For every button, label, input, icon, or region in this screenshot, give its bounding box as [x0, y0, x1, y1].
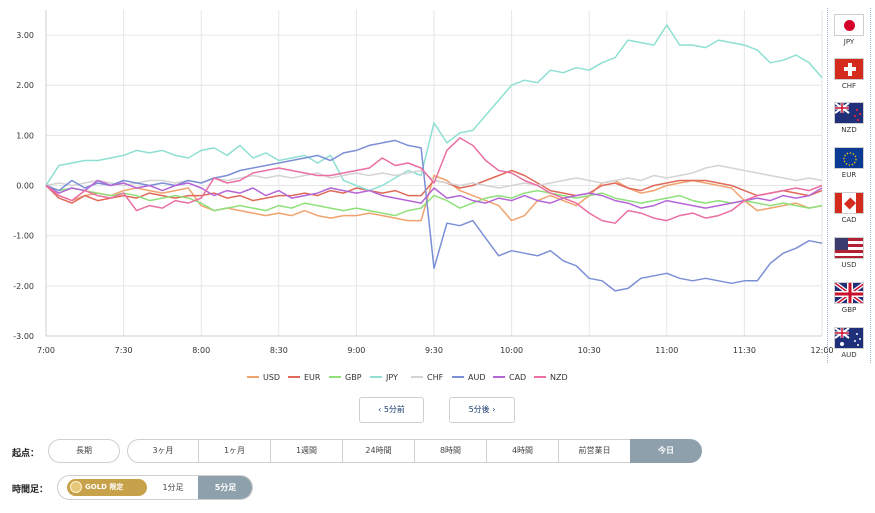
currency-aud-toggle[interactable]: AUD	[833, 327, 865, 360]
gold-coin-icon	[70, 481, 82, 493]
range-option-today[interactable]: 今日	[630, 439, 702, 463]
usa-flag-icon	[834, 237, 864, 259]
currency-label: GBP	[841, 306, 857, 314]
x-tick-label: 7:00	[37, 346, 55, 355]
range-option-4-hours[interactable]: 4時間	[486, 439, 559, 463]
legend-label-usd: USD	[263, 373, 280, 382]
legend-label-gbp: GBP	[345, 373, 362, 382]
prev-label: 5分前	[383, 405, 405, 414]
y-tick-label: 0.00	[16, 182, 34, 191]
range-option-long-term[interactable]: 長期	[48, 439, 120, 463]
currency-label: JPY	[843, 38, 855, 46]
canada-flag-icon	[834, 192, 864, 214]
series-line-chf	[45, 164, 823, 189]
currency-eur-toggle[interactable]: EUR	[833, 147, 865, 180]
timeframe-option-1min[interactable]: 1分足	[162, 483, 184, 492]
timeframe-selector: GOLD 限定 1分足 5分足	[57, 475, 253, 500]
eu-flag-icon	[834, 147, 864, 169]
next-5min-button[interactable]: 5分後 ›	[449, 397, 515, 423]
chart-axes: 3.00 2.00 1.00 0.00 -1.00 -2.00 -3.007:00 7:30 8…	[13, 10, 834, 355]
y-tick-label: -3.00	[13, 332, 34, 341]
series-line-nzd	[45, 137, 823, 224]
series-line-gbp	[45, 184, 823, 217]
range-option-3-months[interactable]: 3ヶ月	[127, 439, 199, 463]
x-tick-label: 11:00	[655, 346, 678, 355]
y-tick-label: -2.00	[13, 282, 34, 291]
y-tick-label: 1.00	[16, 131, 34, 140]
australia-flag-icon	[834, 327, 864, 349]
currency-chf-toggle[interactable]: CHF	[833, 58, 865, 91]
legend-label-nzd: NZD	[550, 373, 568, 382]
x-tick-label: 11:30	[733, 346, 756, 355]
currency-label: NZD	[841, 126, 857, 134]
currency-nzd-toggle[interactable]: NZD	[833, 102, 865, 135]
legend-label-jpy: JPY	[385, 373, 398, 382]
x-tick-label: 10:30	[578, 346, 601, 355]
range-option-24-hours[interactable]: 24時間	[342, 439, 415, 463]
legend-label-aud: AUD	[468, 373, 486, 382]
range-option-1-month[interactable]: 1ヶ月	[198, 439, 271, 463]
currency-label: EUR	[841, 171, 857, 179]
timeframe-option-5min[interactable]: 5分足	[198, 476, 252, 499]
range-option-1-week[interactable]: 1週間	[270, 439, 343, 463]
currency-cad-toggle[interactable]: CAD	[833, 192, 865, 225]
gold-badge-text: GOLD 限定	[85, 483, 124, 491]
legend-label-eur: EUR	[304, 373, 321, 382]
currency-jpy-toggle[interactable]: JPY	[833, 14, 865, 47]
series-line-cad	[45, 179, 823, 209]
x-tick-label: 10:00	[500, 346, 523, 355]
currency-label: AUD	[841, 351, 857, 359]
y-tick-label: -1.00	[13, 232, 34, 241]
x-tick-label: 12:00	[810, 346, 833, 355]
currency-gbp-toggle[interactable]: GBP	[833, 282, 865, 315]
x-tick-label: 7:30	[115, 346, 133, 355]
uk-flag-icon	[834, 282, 864, 304]
y-tick-label: 3.00	[16, 31, 34, 40]
japan-flag-icon	[834, 14, 864, 36]
new-zealand-flag-icon	[834, 102, 864, 124]
currency-label: CHF	[841, 82, 857, 90]
x-tick-label: 8:00	[192, 346, 210, 355]
chevron-left-icon: ‹	[378, 405, 382, 414]
range-option-previous-business-day[interactable]: 前営業日	[558, 439, 631, 463]
prev-5min-button[interactable]: ‹ 5分前	[359, 397, 424, 423]
legend-label-chf: CHF	[427, 373, 444, 382]
chart-grid	[45, 10, 823, 337]
y-tick-label: 2.00	[16, 81, 34, 90]
timeframe-label: 時間足：	[12, 485, 49, 495]
next-label: 5分後	[468, 405, 490, 414]
x-tick-label: 9:00	[347, 346, 365, 355]
switzerland-flag-icon	[834, 58, 864, 80]
currency-strength-chart: 3.00 2.00 1.00 0.00 -1.00 -2.00 -3.007:00 7:30 8…	[13, 10, 834, 382]
x-tick-label: 8:30	[270, 346, 288, 355]
chart-series	[45, 24, 823, 292]
range-option-8-hours[interactable]: 8時間	[414, 439, 487, 463]
chevron-right-icon: ›	[492, 405, 496, 414]
currency-rail	[827, 8, 871, 363]
series-line-jpy	[45, 24, 823, 192]
gold-badge: GOLD 限定	[67, 479, 147, 496]
x-tick-label: 9:30	[425, 346, 443, 355]
legend-label-cad: CAD	[509, 373, 526, 382]
range-label: 起点：	[12, 449, 40, 459]
currency-label: CAD	[841, 216, 857, 224]
chart-legend: USD EUR GBP JPY CHF AUD CAD NZD	[247, 373, 568, 382]
currency-label: USD	[841, 261, 857, 269]
currency-usd-toggle[interactable]: USD	[833, 237, 865, 270]
